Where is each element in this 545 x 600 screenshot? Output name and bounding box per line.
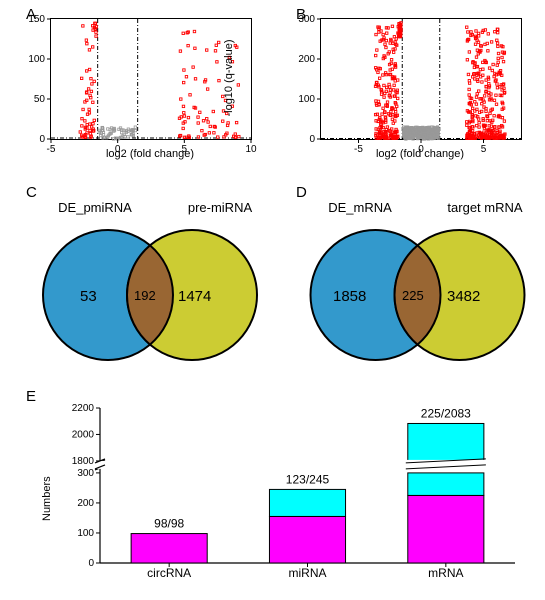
svg-text:100: 100 [28, 54, 45, 65]
panel-b-xlabel: log2 (fold change) [320, 148, 520, 160]
svg-text:2200: 2200 [72, 403, 95, 414]
panel-d-venn: DE_mRNA target mRNA 1858 225 3482 [295, 200, 540, 380]
panel-c-left-label: DE_pmiRNA [45, 200, 145, 215]
panel-c-left-value: 53 [80, 288, 97, 305]
panel-d-right-value: 3482 [447, 288, 480, 305]
svg-text:circRNA: circRNA [147, 566, 191, 580]
svg-text:300: 300 [77, 468, 94, 479]
panel-c-venn: DE_pmiRNA pre-miRNA 53 192 1474 [30, 200, 270, 380]
svg-text:123/245: 123/245 [286, 472, 330, 486]
panel-b-ylabel: -log10 (q-value) [223, 18, 235, 138]
panel-e-label: E [26, 388, 36, 405]
panel-c-right-value: 1474 [178, 288, 211, 305]
svg-text:98/98: 98/98 [154, 517, 184, 531]
svg-text:50: 50 [34, 94, 46, 105]
svg-text:0: 0 [309, 134, 315, 145]
svg-text:0: 0 [88, 558, 94, 569]
panel-c-right-label: pre-miRNA [175, 200, 265, 215]
panel-d-label: D [296, 184, 307, 201]
svg-text:0: 0 [39, 134, 45, 145]
svg-text:150: 150 [28, 14, 45, 25]
panel-c-label: C [26, 184, 37, 201]
svg-text:miRNA: miRNA [289, 566, 327, 580]
panel-c-intersection: 192 [134, 288, 156, 303]
svg-text:100: 100 [298, 94, 315, 105]
panel-d-left-value: 1858 [333, 288, 366, 305]
panel-e-bar: 0 100 200 3001800 2000 2200 98/98 circRNA 123/24… [65, 400, 525, 585]
svg-text:200: 200 [298, 54, 315, 65]
svg-text:200: 200 [77, 498, 94, 509]
svg-text:1800: 1800 [72, 456, 95, 467]
panel-a-scatter: -50510050100150 -log10 (q-value) log2 (f… [50, 18, 252, 145]
panel-a-xlabel: log2 (fold change) [50, 148, 250, 160]
panel-d-right-label: target mRNA [435, 200, 535, 215]
svg-text:300: 300 [298, 14, 315, 25]
panel-d-intersection: 225 [402, 288, 424, 303]
svg-text:225/2083: 225/2083 [421, 406, 471, 420]
svg-text:mRNA: mRNA [428, 566, 463, 580]
panel-d-left-label: DE_mRNA [315, 200, 405, 215]
panel-e-ylabel: Numbers [41, 461, 53, 521]
svg-text:2000: 2000 [72, 429, 95, 440]
svg-text:100: 100 [77, 528, 94, 539]
panel-b-scatter: -5050100200300 -log10 (q-value) log2 (fo… [320, 18, 522, 145]
